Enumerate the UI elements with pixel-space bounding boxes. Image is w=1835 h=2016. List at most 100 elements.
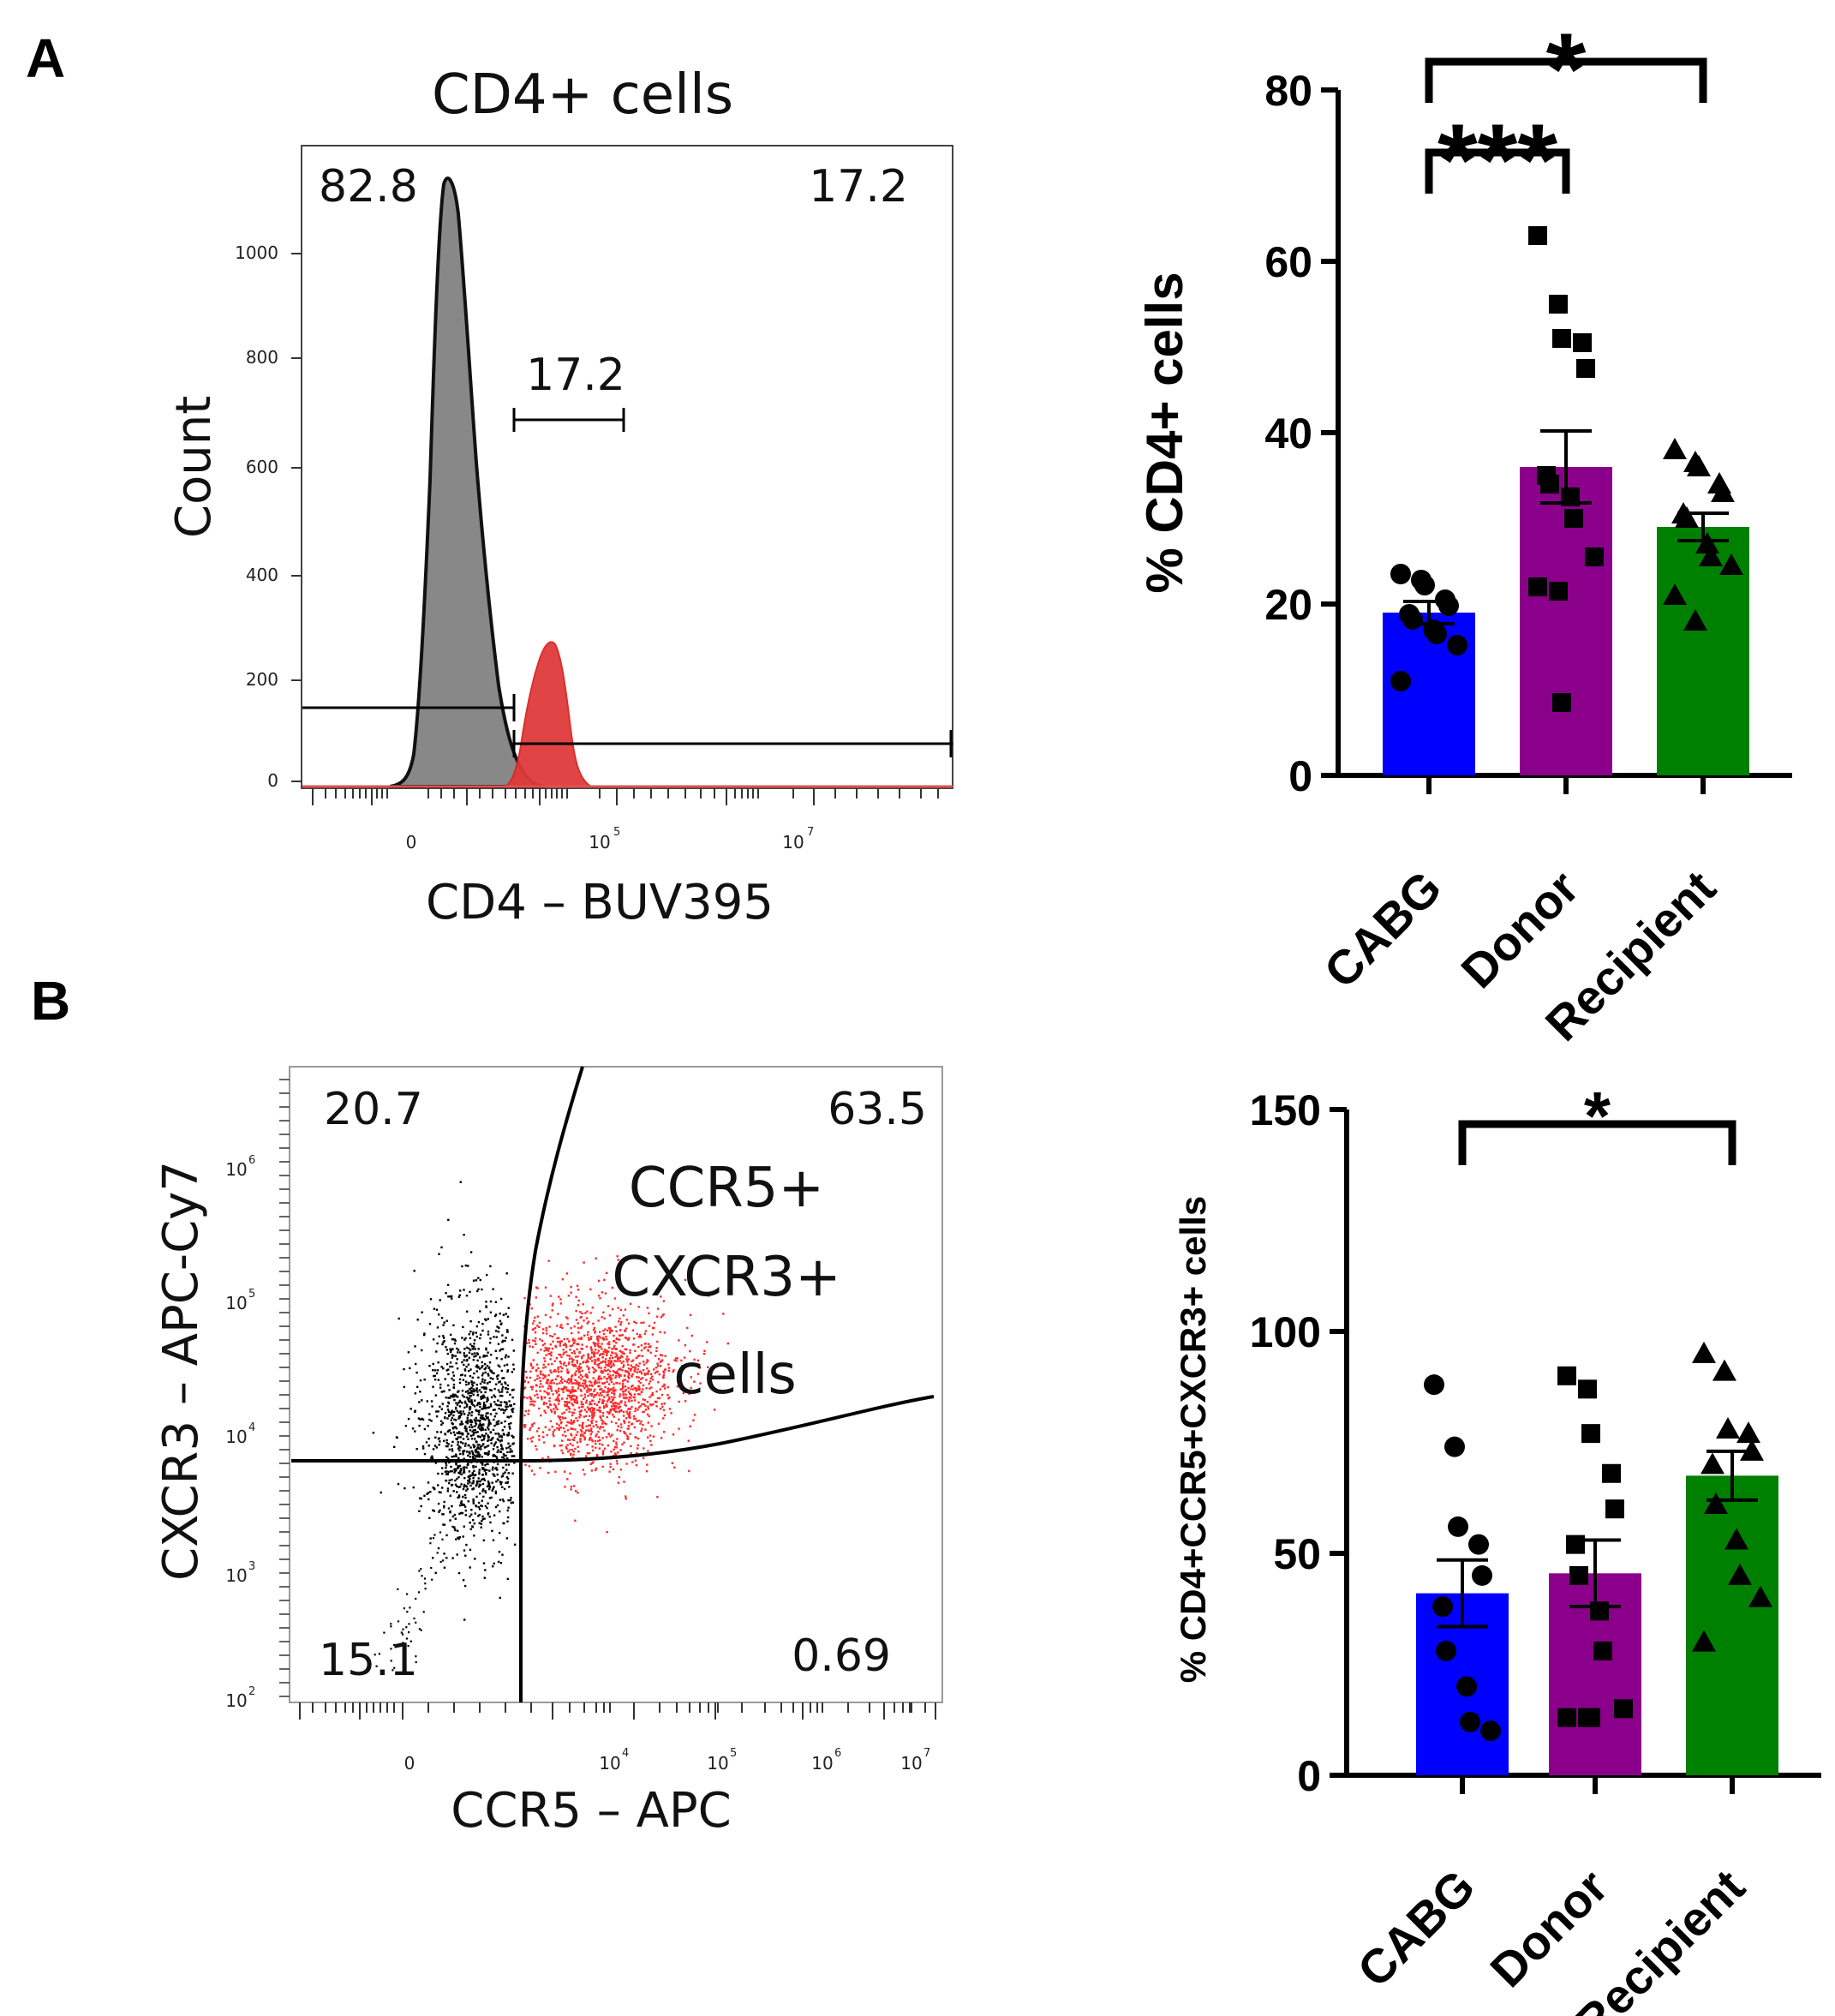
event-dot-gated xyxy=(557,1313,559,1315)
event-dot-gated xyxy=(625,1434,629,1437)
event-dot-ungated xyxy=(432,1338,435,1341)
event-dot-ungated xyxy=(473,1418,476,1421)
hist-y-tick-label-600: 600 xyxy=(246,457,278,477)
data-point-recipient xyxy=(1663,438,1687,459)
event-dot-ungated xyxy=(473,1522,475,1525)
event-dot-ungated xyxy=(458,1416,462,1419)
event-dot-ungated xyxy=(458,1405,462,1408)
event-dot-gated xyxy=(600,1345,602,1348)
event-dot-ungated xyxy=(497,1560,500,1564)
data-point-cabg xyxy=(1390,671,1411,691)
histogram-title: CD4+ cells xyxy=(432,63,733,127)
event-dot-ungated xyxy=(485,1412,487,1415)
event-dot-gated xyxy=(576,1361,578,1364)
event-dot-gated xyxy=(663,1383,666,1386)
event-dot-ungated xyxy=(503,1454,505,1457)
event-dot-ungated xyxy=(451,1356,454,1359)
event-dot-ungated xyxy=(478,1389,481,1391)
event-dot-gated xyxy=(571,1404,575,1407)
event-dot-ungated xyxy=(463,1469,466,1471)
event-dot-gated xyxy=(559,1302,563,1305)
event-dot-ungated xyxy=(477,1451,480,1455)
event-dot-gated xyxy=(536,1393,539,1396)
histogram-y-label: Count xyxy=(166,396,222,538)
event-dot-gated xyxy=(587,1388,590,1391)
event-dot-gated xyxy=(547,1347,551,1349)
event-dot-gated xyxy=(575,1370,577,1373)
bar-y-tick-label: 20 xyxy=(1264,581,1312,629)
event-dot-gated xyxy=(693,1380,696,1383)
event-dot-gated xyxy=(592,1399,595,1403)
event-dot-ungated xyxy=(439,1420,443,1422)
event-dot-ungated xyxy=(507,1472,510,1475)
event-dot-ungated xyxy=(507,1307,510,1309)
event-dot-ungated xyxy=(497,1364,499,1367)
event-dot-gated xyxy=(604,1349,607,1351)
event-dot-gated xyxy=(587,1394,589,1397)
event-dot-gated xyxy=(560,1421,563,1424)
event-dot-gated xyxy=(615,1444,618,1446)
event-dot-gated xyxy=(654,1372,656,1374)
event-dot-gated xyxy=(639,1405,642,1408)
event-dot-ungated xyxy=(511,1434,513,1437)
event-dot-ungated xyxy=(475,1465,477,1469)
event-dot-gated xyxy=(627,1425,631,1427)
event-dot-gated xyxy=(639,1336,643,1338)
event-dot-gated xyxy=(606,1337,608,1341)
event-dot-gated xyxy=(583,1393,586,1396)
event-dot-ungated xyxy=(463,1396,465,1398)
event-dot-ungated xyxy=(441,1421,445,1425)
event-dot-ungated xyxy=(478,1420,481,1422)
event-dot-ungated xyxy=(487,1373,489,1375)
event-dot-ungated xyxy=(450,1419,452,1421)
hist-x-tick-1e7: 10 7 xyxy=(782,826,814,852)
marker-gate-percent: 17.2 xyxy=(526,350,625,401)
event-dot-gated xyxy=(624,1329,626,1331)
event-dot-ungated xyxy=(445,1292,447,1295)
event-dot-gated xyxy=(697,1366,700,1369)
event-dot-ungated xyxy=(494,1314,497,1318)
event-dot-ungated xyxy=(461,1433,463,1436)
event-dot-gated xyxy=(567,1363,571,1366)
event-dot-ungated xyxy=(392,1669,394,1672)
event-dot-ungated xyxy=(439,1299,441,1301)
event-dot-gated xyxy=(678,1384,680,1387)
event-dot-gated xyxy=(627,1367,631,1370)
event-dot-ungated xyxy=(483,1363,487,1366)
event-dot-gated xyxy=(557,1390,560,1392)
event-dot-gated xyxy=(575,1490,577,1493)
event-dot-gated xyxy=(683,1366,686,1368)
scatter-x-label: CCR5 – APC xyxy=(451,1783,732,1839)
event-dot-ungated xyxy=(471,1426,474,1428)
event-dot-gated xyxy=(667,1363,670,1366)
event-dot-ungated xyxy=(415,1621,417,1624)
event-dot-ungated xyxy=(485,1433,487,1435)
significance-bracket xyxy=(1425,148,1570,194)
event-dot-gated xyxy=(586,1385,589,1388)
event-dot-ungated xyxy=(503,1377,505,1379)
event-dot-ungated xyxy=(456,1491,458,1493)
event-dot-gated xyxy=(594,1381,596,1385)
event-dot-gated xyxy=(557,1368,559,1371)
event-dot-ungated xyxy=(499,1394,502,1397)
event-dot-ungated xyxy=(505,1401,508,1404)
event-dot-gated xyxy=(601,1437,604,1439)
event-dot-gated xyxy=(655,1355,657,1357)
event-dot-gated xyxy=(549,1403,552,1406)
event-dot-gated xyxy=(622,1392,625,1396)
event-dot-gated xyxy=(563,1385,566,1388)
event-dot-ungated xyxy=(483,1396,486,1399)
event-dot-ungated xyxy=(500,1391,504,1393)
event-dot-ungated xyxy=(407,1351,410,1354)
hist-y-tick-label-200: 200 xyxy=(246,669,278,690)
event-dot-ungated xyxy=(439,1405,441,1408)
event-dot-ungated xyxy=(443,1439,445,1442)
event-dot-ungated xyxy=(469,1320,472,1323)
event-dot-gated xyxy=(523,1426,526,1428)
event-dot-ungated xyxy=(475,1495,478,1499)
event-dot-gated xyxy=(595,1257,597,1259)
event-dot-ungated xyxy=(505,1382,507,1385)
event-dot-gated xyxy=(593,1390,595,1392)
event-dot-ungated xyxy=(393,1666,396,1669)
event-dot-gated xyxy=(564,1343,566,1345)
